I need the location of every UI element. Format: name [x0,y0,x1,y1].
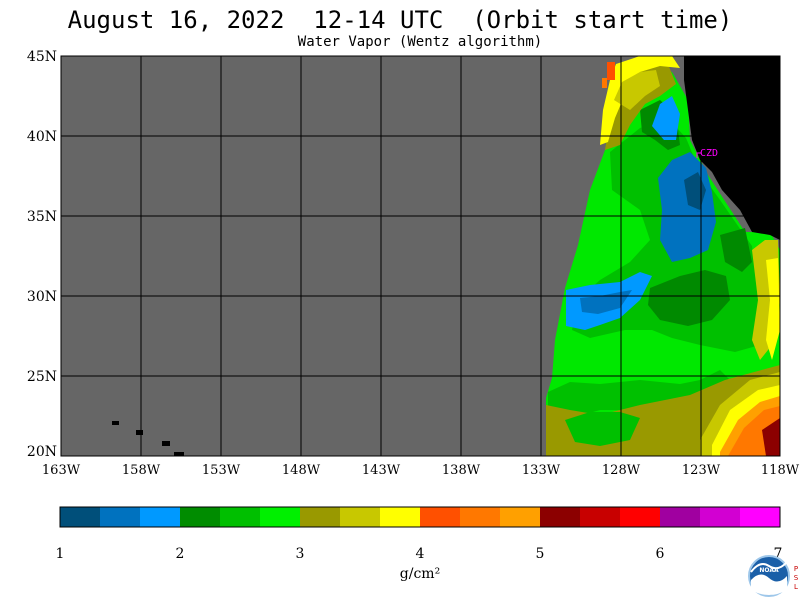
colorbar-swatch [700,507,741,527]
colorbar-swatch [580,507,621,527]
page-title: August 16, 2022 12-14 UTC (Orbit start t… [67,6,733,34]
island-maui [162,441,170,446]
noaa-logo-text: NOAA [759,567,779,574]
lat-label: 35N [27,209,57,225]
island-kauai [112,421,119,425]
colorbar-swatch [620,507,661,527]
swath-orange-spot [607,62,615,80]
latitude-labels: 45N 40N 35N 30N 25N 20N [27,49,57,460]
psl-letter: S [794,574,799,582]
lon-label: 123W [682,463,721,478]
colorbar-swatch [140,507,181,527]
moisture-band-blue-north [652,96,680,140]
lat-label: 30N [27,289,57,305]
swath-yellow-north-inner [614,70,660,110]
colorbar-tick-label: 5 [536,546,545,562]
colorbar-swatch [380,507,421,527]
colorbar-tick-label: 1 [56,546,65,562]
colorbar-tick-label: 2 [176,546,185,562]
colorbar-tick-label: 6 [656,546,665,562]
lon-label: 143W [362,463,401,478]
colorbar-swatch [540,507,581,527]
map-frame [60,55,781,457]
lat-label: 20N [27,444,57,460]
longitude-labels: 163W 158W 153W 148W 143W 138W 133W 128W … [42,463,800,478]
lon-label: 133W [522,463,561,478]
station-marker: CZD [696,148,718,159]
colorbar-unit: g/cm² [400,566,440,582]
colorbar-swatch [180,507,221,527]
lat-label: 40N [27,129,57,145]
lon-label: 138W [442,463,481,478]
colorbar-swatch [100,507,141,527]
lon-label: 128W [602,463,641,478]
swath-dark-red-south [762,418,780,456]
colorbar-swatch [500,507,541,527]
colorbar-swatch [420,507,461,527]
colorbar-swatch [460,507,501,527]
colorbar-tick-label: 3 [296,546,305,562]
map-gridlines [61,56,780,456]
swath-yellow-east-bright [766,258,780,360]
colorbar-swatch [660,507,701,527]
land-north-america [684,56,780,240]
colorbar-tick-label: 4 [416,546,425,562]
colorbar-swatch [60,507,101,527]
colorbar-swatch [220,507,261,527]
noaa-logo: NOAA [748,555,790,597]
swath-orange-spot [602,78,607,88]
page-subtitle: Water Vapor (Wentz algorithm) [297,34,543,50]
colorbar-swatch [300,507,341,527]
island-oahu [136,430,143,435]
colorbar [60,507,781,527]
colorbar-swatch [340,507,381,527]
lat-label: 25N [27,369,57,385]
lon-label: 118W [761,463,800,478]
psl-letter: L [794,583,798,591]
lon-label: 158W [122,463,161,478]
colorbar-frame [59,506,781,528]
lon-label: 153W [202,463,241,478]
psl-logo: P S L [794,565,799,591]
swath-dark-green-streak [648,270,730,326]
colorbar-swatch [260,507,301,527]
psl-letter: P [794,565,798,573]
swath-dark-green-streak [720,228,752,272]
colorbar-ticks: 1 2 3 4 5 6 7 [56,546,783,562]
lon-label: 148W [282,463,321,478]
lat-label: 45N [27,49,57,65]
station-label: CZD [700,148,718,159]
colorbar-tick-label: 7 [774,546,783,562]
lon-label: 163W [42,463,81,478]
colorbar-swatch [740,507,781,527]
island-hawaii [174,452,184,456]
swath-yellow-north [600,56,680,145]
